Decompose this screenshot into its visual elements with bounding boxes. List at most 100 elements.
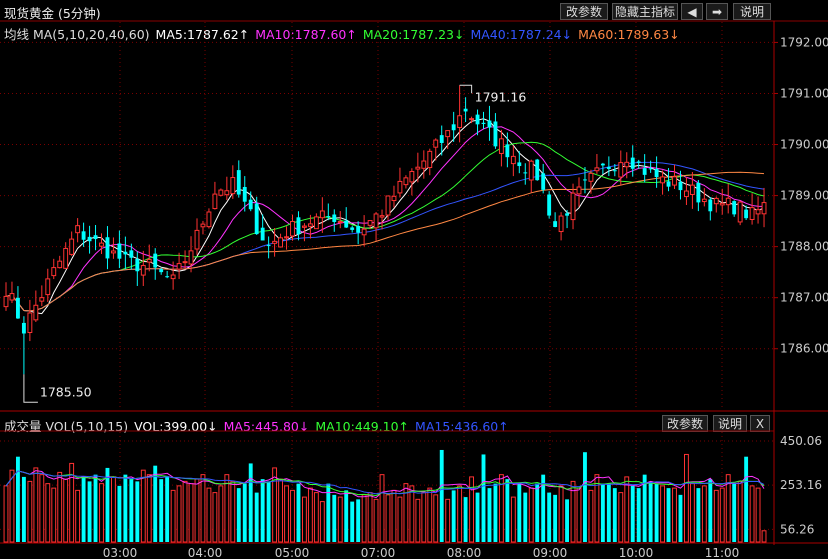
vol-ma5-value: MA5:445.80↓ [223, 419, 310, 434]
time-tick-label: 03:00 [103, 546, 138, 559]
volume-bar [254, 492, 259, 542]
volume-bar [683, 453, 689, 543]
candle-body [481, 122, 486, 124]
candle-body [379, 215, 385, 218]
candle-body [110, 250, 116, 254]
candle [409, 168, 415, 196]
change-params-button[interactable]: 改参数 [560, 3, 608, 20]
volume-bar [110, 476, 116, 543]
candle [379, 209, 385, 230]
candle-body [39, 297, 45, 302]
candle-body [600, 163, 605, 166]
candle-body [535, 159, 540, 181]
candle [301, 223, 307, 242]
candle-body [15, 297, 20, 319]
candle [272, 227, 278, 257]
candle-body [146, 258, 152, 263]
candle [39, 285, 45, 307]
volume-bar [624, 476, 630, 543]
candle-body [313, 216, 319, 230]
volume-bar [755, 487, 761, 543]
candle [254, 196, 259, 235]
candle [505, 132, 510, 168]
candle [284, 226, 289, 250]
volume-bar [719, 487, 725, 543]
candle-body [278, 237, 284, 248]
volume-bar [493, 483, 498, 542]
candle-body [140, 265, 146, 276]
candle [565, 209, 570, 229]
help-button[interactable]: 说明 [733, 3, 771, 20]
candle [266, 236, 271, 259]
hide-indicator-button[interactable]: 隐藏主指标 [612, 3, 678, 20]
volume-bar [421, 492, 427, 543]
candle [344, 207, 349, 229]
candle [469, 116, 475, 124]
volume-bar [135, 481, 140, 542]
volume-bar [117, 485, 122, 542]
candle [457, 85, 463, 143]
volume-bar [165, 476, 170, 542]
volume-bar [701, 485, 707, 543]
candle-body [326, 216, 331, 218]
scroll-right-button[interactable]: ➡ [706, 3, 728, 20]
candle [570, 183, 576, 230]
candle-body [553, 221, 558, 227]
volume-bar [236, 488, 241, 542]
volume-tick-label: 56.26 [780, 522, 814, 536]
candle-body [296, 217, 301, 235]
candle [576, 177, 582, 207]
volume-bar [588, 489, 594, 543]
volume-tick-label: 253.16 [780, 478, 822, 492]
candle-body [301, 225, 307, 228]
volume-bar [445, 498, 451, 543]
candle [701, 188, 707, 207]
candle [475, 109, 480, 136]
candle-body [744, 209, 749, 219]
candle-body [373, 213, 379, 229]
candle-body [624, 161, 630, 168]
volume-bar [123, 474, 128, 542]
candle [212, 181, 218, 210]
candle [361, 215, 367, 247]
candle [666, 168, 671, 192]
candle [313, 213, 319, 230]
candle-body [666, 181, 671, 187]
candle [713, 196, 719, 213]
candle-body [332, 214, 337, 222]
volume-bar [672, 487, 677, 543]
candle-body [21, 322, 26, 334]
candle-body [701, 198, 707, 203]
price-tick-label: 1788.00 [780, 240, 828, 254]
candle [749, 193, 755, 225]
candle [689, 171, 695, 209]
candle-body [272, 240, 278, 244]
candle-body [421, 160, 427, 169]
candle [618, 150, 624, 186]
candle [33, 290, 39, 323]
volume-bar [689, 483, 695, 543]
low-marker [23, 374, 38, 403]
candle [9, 281, 15, 304]
candle [296, 211, 301, 241]
candle [373, 211, 379, 241]
volume-bar [451, 490, 456, 542]
candle [421, 150, 427, 179]
volume-bar [576, 487, 582, 543]
volume-bar [547, 492, 552, 542]
candle [21, 316, 26, 375]
price-tick-label: 1790.00 [780, 138, 828, 152]
volume-bar [39, 474, 45, 543]
candle-body [588, 172, 594, 182]
candle [594, 154, 600, 174]
volume-bar [475, 492, 480, 542]
volume-bar [356, 499, 361, 542]
vol-ma10-value: MA10:449.10↑ [315, 419, 410, 434]
volume-bar [194, 478, 200, 543]
volume-bar [558, 485, 564, 543]
scroll-left-button[interactable]: ◀ [681, 3, 703, 20]
volume-bar [600, 483, 605, 542]
time-tick-label: 11:00 [705, 546, 740, 559]
candle [146, 244, 152, 272]
volume-bar [266, 481, 271, 542]
